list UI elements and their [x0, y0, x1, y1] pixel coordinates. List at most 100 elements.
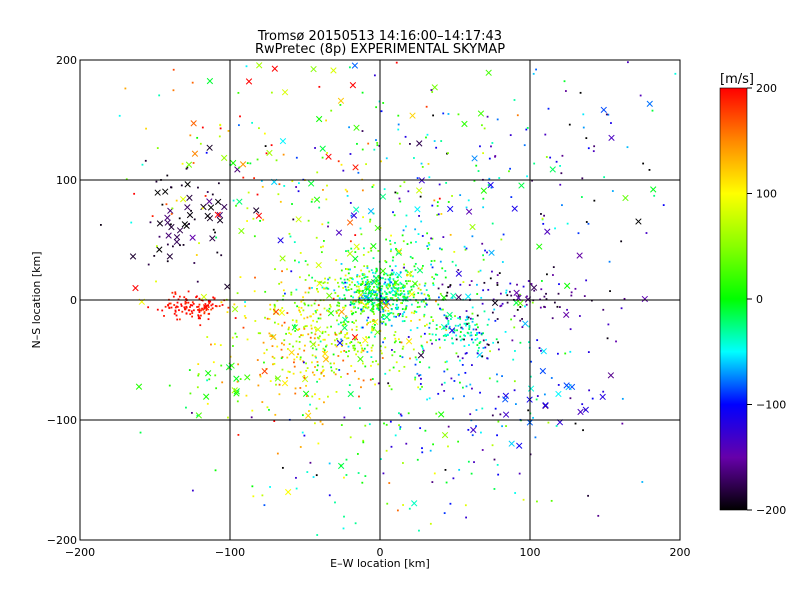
- data-point: [453, 250, 456, 253]
- data-point: [266, 317, 269, 320]
- data-point: [391, 354, 394, 357]
- data-point: [481, 124, 483, 127]
- data-point: [189, 392, 192, 395]
- data-point: [385, 238, 388, 241]
- data-point: [395, 290, 398, 293]
- data-point: [316, 288, 318, 291]
- data-point: [384, 290, 386, 293]
- data-point: [281, 466, 284, 469]
- data-point: [368, 270, 371, 273]
- data-point: [175, 314, 178, 317]
- data-point: [399, 185, 402, 188]
- data-point: [303, 302, 306, 305]
- data-point: [303, 326, 305, 329]
- data-point-x: [349, 82, 357, 89]
- data-point-x: [322, 356, 330, 363]
- data-point: [365, 283, 368, 286]
- data-point: [435, 146, 438, 149]
- data-point: [371, 329, 374, 332]
- data-point: [172, 295, 175, 298]
- data-point-x: [236, 198, 243, 205]
- data-point: [403, 293, 406, 296]
- data-point: [447, 201, 450, 203]
- data-point: [303, 374, 306, 377]
- data-point: [298, 341, 301, 343]
- data-point: [342, 324, 345, 326]
- data-point: [302, 296, 304, 299]
- data-point: [314, 326, 316, 329]
- data-point: [431, 276, 434, 279]
- data-point: [471, 387, 473, 390]
- data-point: [310, 331, 313, 334]
- data-point-x: [582, 406, 589, 413]
- data-point-x: [362, 302, 369, 310]
- data-point: [377, 289, 380, 292]
- data-point: [336, 312, 338, 314]
- x-tick-label: −100: [215, 546, 245, 559]
- data-point: [488, 157, 491, 160]
- data-point-x: [544, 228, 551, 235]
- data-point: [365, 285, 367, 288]
- data-point: [317, 290, 319, 293]
- data-point: [424, 429, 427, 432]
- data-point: [362, 439, 365, 442]
- data-point: [366, 344, 369, 347]
- data-point: [391, 297, 393, 300]
- data-point: [442, 308, 444, 311]
- data-point: [580, 196, 583, 198]
- data-point: [382, 102, 385, 104]
- data-point: [147, 263, 150, 266]
- data-point: [429, 449, 432, 452]
- data-point: [366, 281, 369, 284]
- data-point: [397, 338, 400, 341]
- data-point-x: [508, 440, 515, 447]
- data-point: [470, 331, 472, 334]
- data-point: [335, 368, 338, 370]
- data-point: [390, 281, 393, 284]
- data-point: [418, 374, 420, 377]
- data-point: [205, 309, 208, 312]
- y-tick-label: 200: [56, 54, 77, 67]
- data-point: [514, 350, 516, 352]
- data-point: [365, 303, 368, 306]
- data-point: [543, 295, 546, 298]
- data-point: [511, 339, 514, 342]
- data-point: [577, 232, 580, 235]
- data-point: [358, 395, 360, 398]
- data-point: [317, 344, 320, 346]
- data-point: [349, 202, 352, 204]
- data-point: [327, 334, 330, 336]
- data-point: [387, 283, 390, 286]
- data-point: [370, 364, 372, 367]
- data-point: [377, 276, 380, 279]
- data-point: [365, 295, 367, 297]
- data-point: [410, 319, 412, 322]
- data-point: [340, 424, 343, 426]
- data-point-x: [450, 292, 457, 299]
- data-point: [569, 328, 572, 331]
- data-point: [394, 434, 397, 437]
- data-point: [355, 329, 358, 331]
- data-point: [283, 343, 285, 346]
- data-point: [382, 318, 385, 320]
- data-point-x: [487, 181, 494, 189]
- data-point-x: [207, 204, 215, 211]
- data-point-x: [191, 150, 199, 157]
- data-point: [305, 384, 307, 387]
- data-point-x: [408, 291, 415, 298]
- data-point: [360, 344, 363, 347]
- data-point: [403, 181, 406, 184]
- data-point-x: [516, 442, 523, 449]
- data-point: [404, 135, 407, 138]
- data-point: [381, 297, 384, 300]
- data-point: [141, 163, 144, 166]
- data-point: [246, 162, 249, 165]
- data-point: [262, 341, 265, 344]
- data-point: [174, 291, 177, 294]
- data-point: [465, 324, 467, 327]
- data-point: [519, 319, 522, 322]
- data-point: [316, 364, 319, 367]
- data-point: [350, 341, 353, 343]
- data-point: [447, 320, 450, 322]
- data-point: [444, 468, 447, 471]
